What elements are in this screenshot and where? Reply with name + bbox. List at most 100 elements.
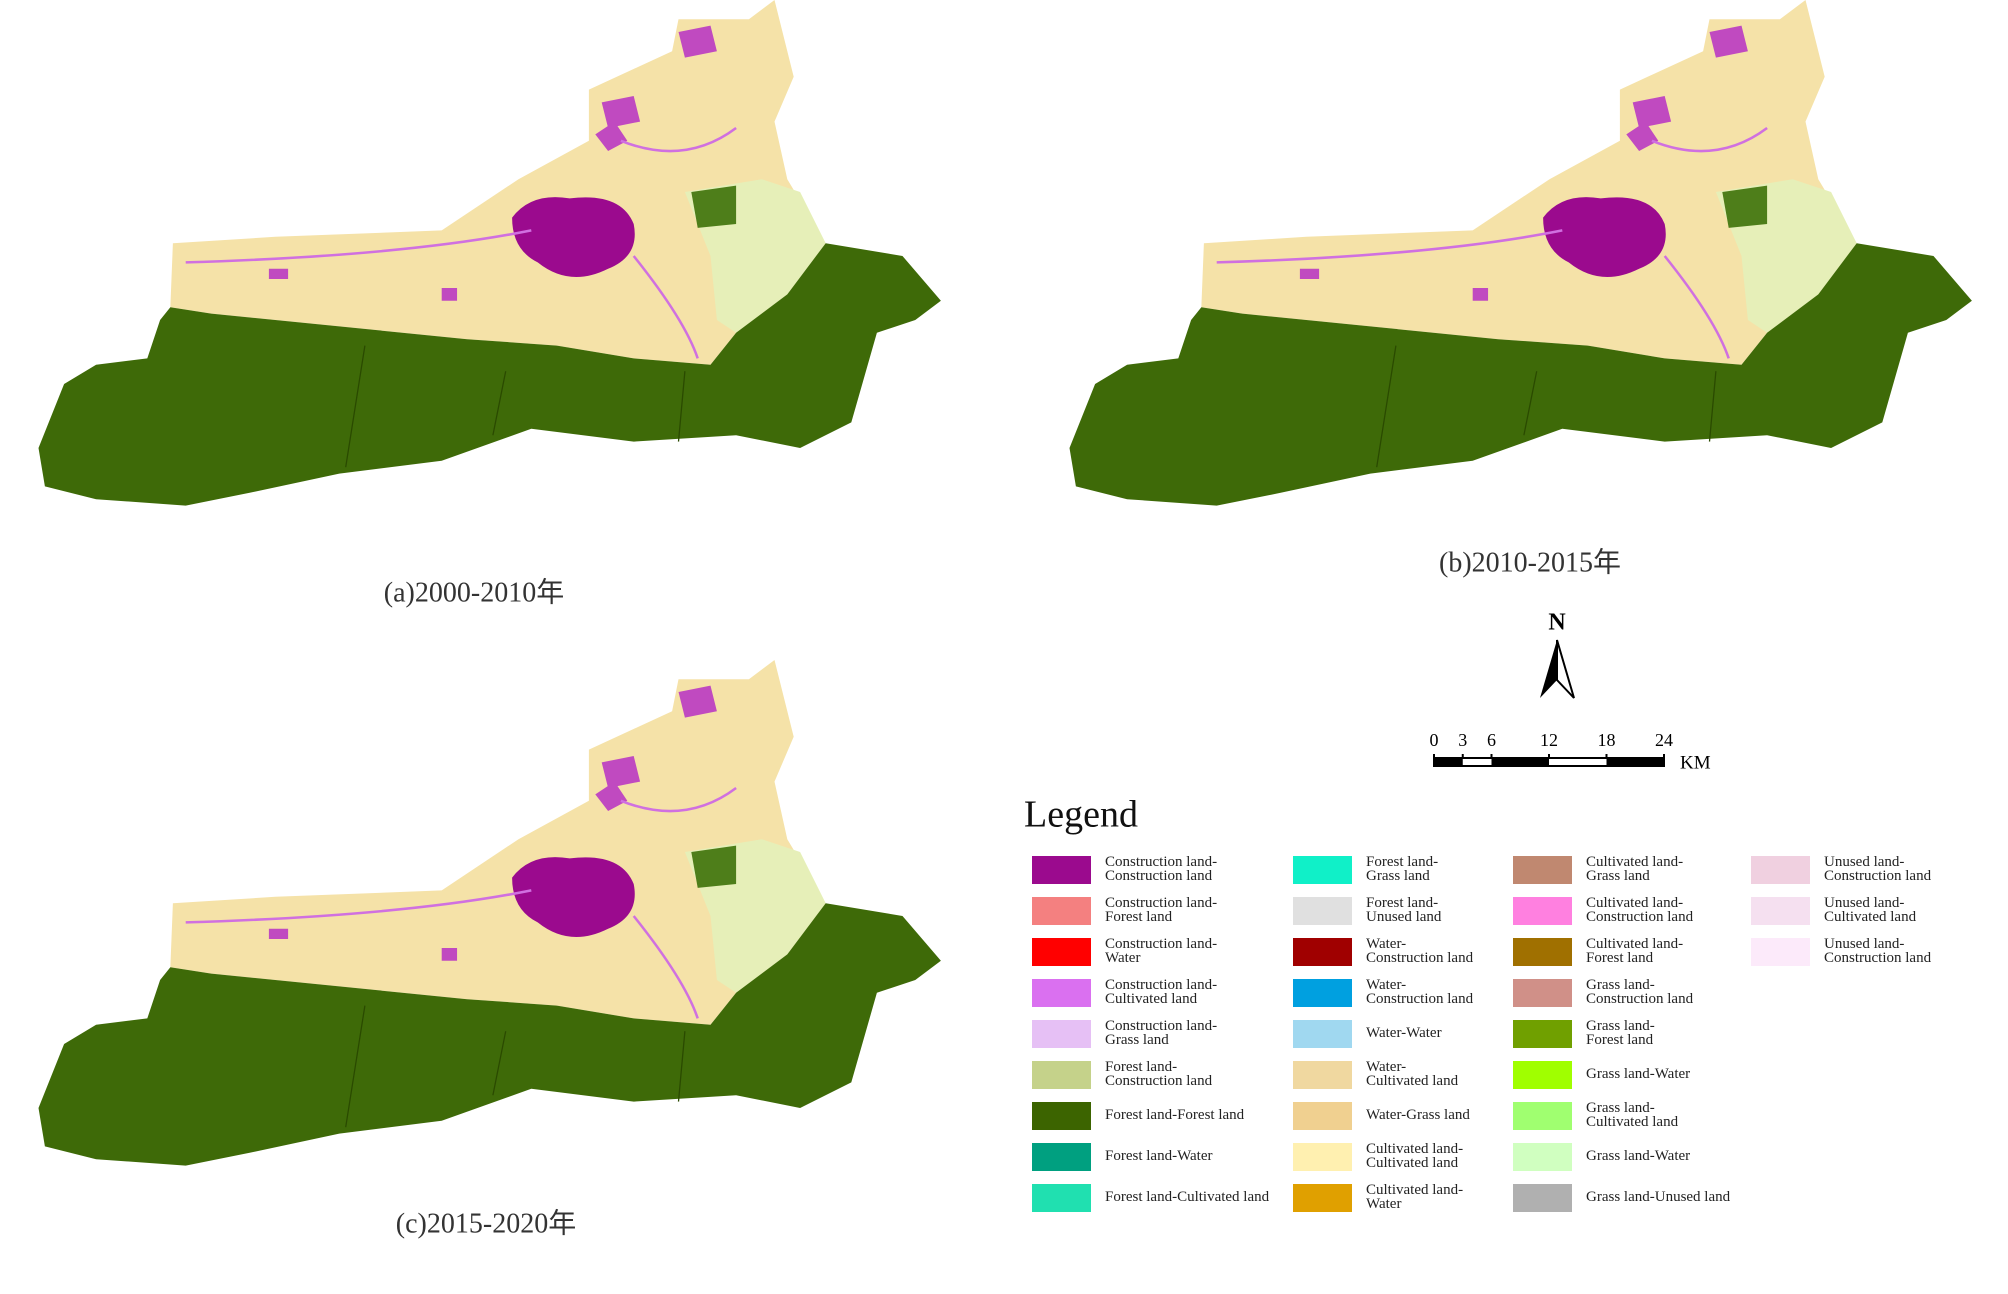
legend-swatch [1751,938,1810,966]
legend-label-line: Construction land [1105,868,1213,884]
legend-label-line: Construction land [1586,909,1694,925]
legend-label: Construction land-Water [1105,936,1217,966]
legend-swatch [1513,1102,1572,1130]
legend-label-line: Construction land- [1105,1018,1217,1034]
legend-label-line: Cultivated land- [1366,1141,1463,1157]
legend-swatch [1513,1020,1572,1048]
legend-label-line: Cultivated land- [1586,854,1683,870]
scale-bar-segment [1491,758,1549,766]
legend-label: Water-Construction land [1366,936,1474,966]
scale-tick-label: 0 [1430,730,1439,750]
legend-swatch [1513,856,1572,884]
caption: (a)2000-2010年 [384,576,564,608]
legend-label-line: Forest land- [1105,1059,1177,1075]
scale-tick-label: 24 [1655,730,1673,750]
legend-label: Construction land-Cultivated land [1105,977,1217,1007]
legend-swatch [1293,1184,1352,1212]
legend-label-line: Construction land [1824,950,1932,966]
legend-swatch [1032,897,1091,925]
legend-swatch [1293,1143,1352,1171]
legend-swatch [1293,1102,1352,1130]
scale-tick-label: 3 [1458,730,1467,750]
legend-label-line: Forest land [1105,909,1173,925]
legend-label-line: Construction land [1366,950,1474,966]
legend-label-line: Grass land-Water [1586,1148,1690,1164]
legend-label: Forest land-Water [1105,1148,1213,1164]
legend-label-line: Construction land- [1105,936,1217,952]
legend-label-line: Grass land [1105,1032,1169,1048]
legend-label-line: Forest land- [1366,854,1438,870]
legend-swatch [1032,1061,1091,1089]
north-arrow [1556,639,1575,699]
legend-label-line: Cultivated land [1366,1155,1459,1171]
legend-label: Grass land-Forest land [1586,1018,1655,1048]
legend-label-line: Grass land- [1586,1018,1655,1034]
legend-label-line: Grass land-Unused land [1586,1189,1731,1205]
legend-label: Forest land-Grass land [1366,854,1438,884]
legend-label: Grass land-Water [1586,1148,1690,1164]
caption: (b)2010-2015年 [1439,546,1621,578]
legend-label-line: Construction land- [1105,895,1217,911]
legend-swatch [1751,897,1810,925]
legend-label-line: Forest land- [1366,895,1438,911]
legend-label: Cultivated land-Water [1366,1182,1463,1212]
scale-bar-segment [1434,758,1463,766]
legend-swatch [1032,1184,1091,1212]
legend-label-line: Cultivated land- [1586,936,1683,952]
north-label: N [1548,610,1566,636]
legend-swatch [1513,979,1572,1007]
legend-swatch [1032,1020,1091,1048]
legend-label-line: Water- [1366,977,1406,993]
legend-label-line: Unused land [1366,909,1442,925]
legend-label-line: Water [1366,1196,1401,1212]
legend-swatch [1032,938,1091,966]
legend-label: Unused land-Cultivated land [1824,895,1917,925]
legend-label-line: Cultivated land [1105,991,1198,1007]
legend-label-line: Construction land [1586,991,1694,1007]
legend-label-line: Unused land- [1824,936,1904,952]
legend-label-line: Construction land- [1105,977,1217,993]
legend-label: Unused land-Construction land [1824,936,1932,966]
legend-label-line: Construction land [1105,1073,1213,1089]
legend-label-line: Cultivated land- [1366,1182,1463,1198]
legend-swatch [1293,897,1352,925]
legend-label-line: Construction land- [1105,854,1217,870]
legend-label-line: Forest land-Cultivated land [1105,1189,1270,1205]
legend-swatch [1293,1020,1352,1048]
legend-label-line: Unused land- [1824,854,1904,870]
legend-label-line: Forest land [1586,1032,1654,1048]
caption: (c)2015-2020年 [396,1207,576,1239]
legend-label-line: Unused land- [1824,895,1904,911]
legend-label-line: Forest land-Forest land [1105,1107,1245,1123]
legend-label: Cultivated land-Forest land [1586,936,1683,966]
north-arrow [1540,640,1557,698]
legend-label-line: Construction land [1824,868,1932,884]
scale-tick-label: 6 [1487,730,1496,750]
legend-label: Grass land-Cultivated land [1586,1100,1679,1130]
legend-swatch [1293,856,1352,884]
legend-swatch [1513,1061,1572,1089]
map-c [37,660,943,1167]
legend-label: Water-Cultivated land [1366,1059,1459,1089]
legend-label-line: Forest land [1586,950,1654,966]
legend-label: Grass land-Unused land [1586,1189,1731,1205]
legend-label-line: Water- [1366,1059,1406,1075]
legend-swatch [1293,938,1352,966]
legend-label-line: Grass land- [1586,1100,1655,1116]
legend-label: Water-Grass land [1366,1107,1470,1123]
legend-swatch [1513,897,1572,925]
legend-label-line: Construction land [1366,991,1474,1007]
map-b [1068,0,1974,507]
legend-swatch [1032,856,1091,884]
legend-swatch [1513,938,1572,966]
legend-swatch [1032,979,1091,1007]
legend-label-line: Grass land [1366,868,1430,884]
legend-label-line: Cultivated land [1824,909,1917,925]
legend-label: Grass land-Water [1586,1066,1690,1082]
legend-label: Construction land-Grass land [1105,1018,1217,1048]
legend-label: Cultivated land-Grass land [1586,854,1683,884]
legend-title: Legend [1024,794,1138,836]
legend-label-line: Cultivated land [1586,1114,1679,1130]
legend-label-line: Grass land-Water [1586,1066,1690,1082]
